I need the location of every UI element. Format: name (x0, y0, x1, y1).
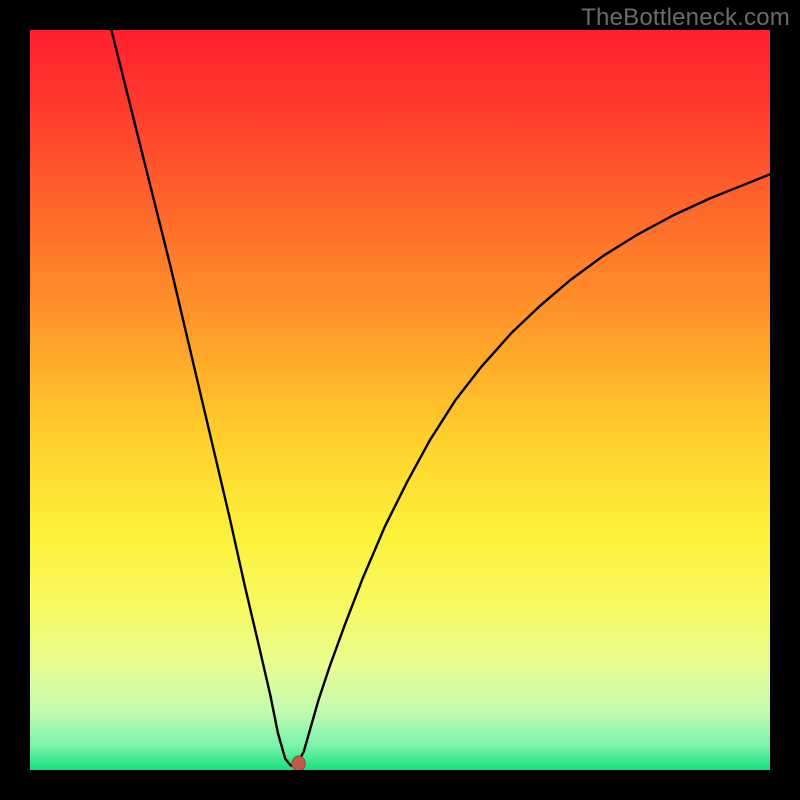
plot-svg (30, 30, 770, 770)
watermark-text: TheBottleneck.com (581, 4, 790, 32)
gradient-background (30, 30, 770, 770)
chart-frame: TheBottleneck.com (0, 0, 800, 800)
optimal-point-marker (292, 756, 305, 770)
plot-area (30, 30, 770, 770)
